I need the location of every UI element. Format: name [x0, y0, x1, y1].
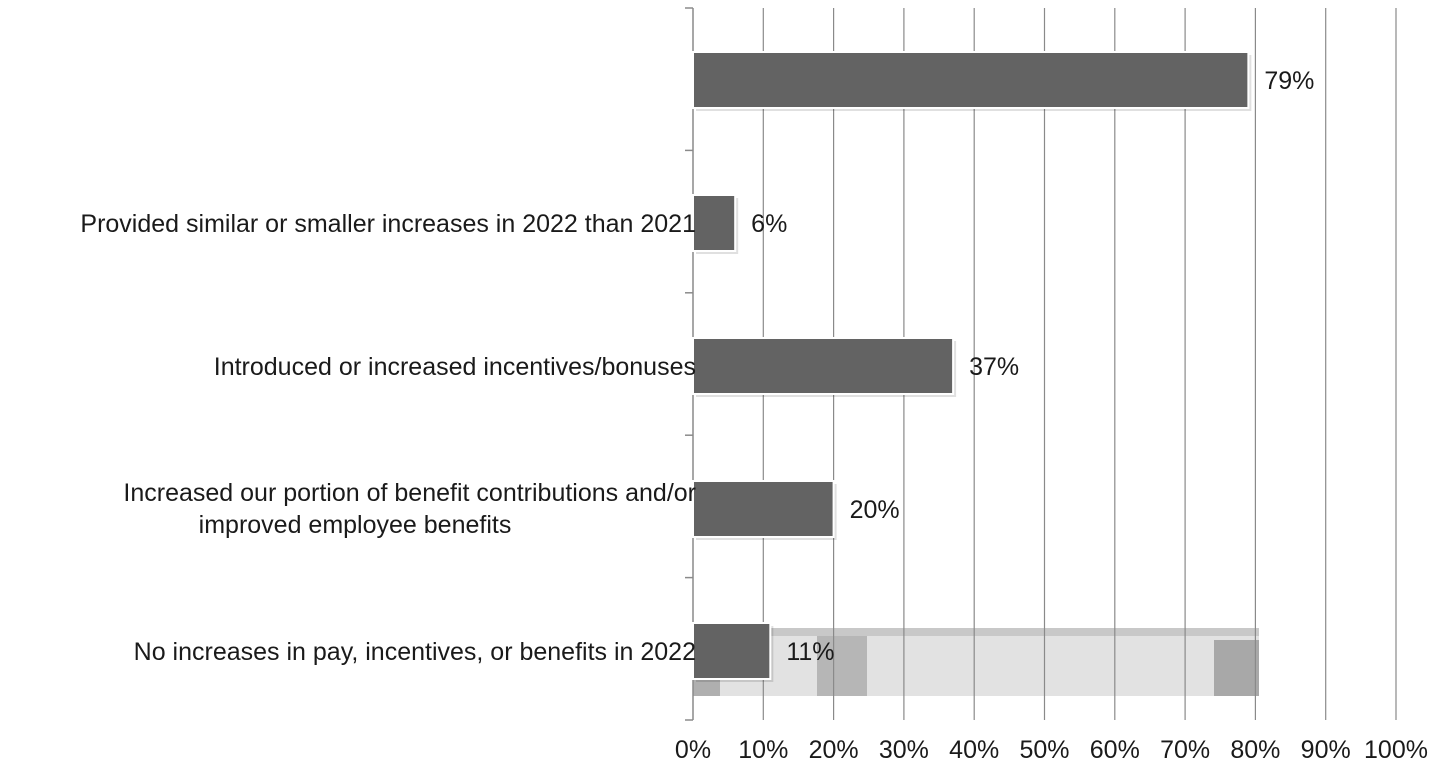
artifact-strip [693, 628, 1259, 636]
value-label: 37% [969, 353, 1019, 381]
x-tick-label: 90% [1301, 736, 1351, 764]
artifact-block [693, 675, 720, 696]
x-tick-label: 0% [675, 736, 711, 764]
category-label: Increased our portion of benefit contrib… [123, 479, 696, 539]
value-label: 6% [751, 210, 787, 238]
x-tick-label: 10% [738, 736, 788, 764]
value-label: 11% [786, 638, 834, 666]
x-tick-label: 60% [1090, 736, 1140, 764]
value-label: 20% [850, 496, 900, 524]
value-label: 79% [1264, 67, 1314, 95]
x-tick-label: 30% [879, 736, 929, 764]
x-tick-label: 80% [1230, 736, 1280, 764]
x-tick-label: 40% [949, 736, 999, 764]
x-tick-label: 100% [1364, 736, 1428, 764]
bar [692, 51, 1250, 109]
x-tick-label: 70% [1160, 736, 1210, 764]
bar [692, 622, 772, 680]
labels: Provided similar or smaller increases in… [80, 67, 1428, 764]
chart-artifact [693, 628, 1259, 696]
artifact-block [1214, 640, 1259, 696]
bar [692, 480, 835, 538]
x-tick-label: 20% [809, 736, 859, 764]
bar-series [692, 51, 1252, 682]
category-label: No increases in pay, incentives, or bene… [134, 638, 696, 666]
artifact-band [693, 636, 1259, 696]
bar [692, 337, 955, 395]
x-tick-label: 50% [1019, 736, 1069, 764]
category-label: Introduced or increased incentives/bonus… [214, 353, 696, 381]
category-label: Provided similar or smaller increases in… [80, 210, 696, 238]
bar [692, 194, 737, 252]
artifact-block [817, 636, 867, 696]
